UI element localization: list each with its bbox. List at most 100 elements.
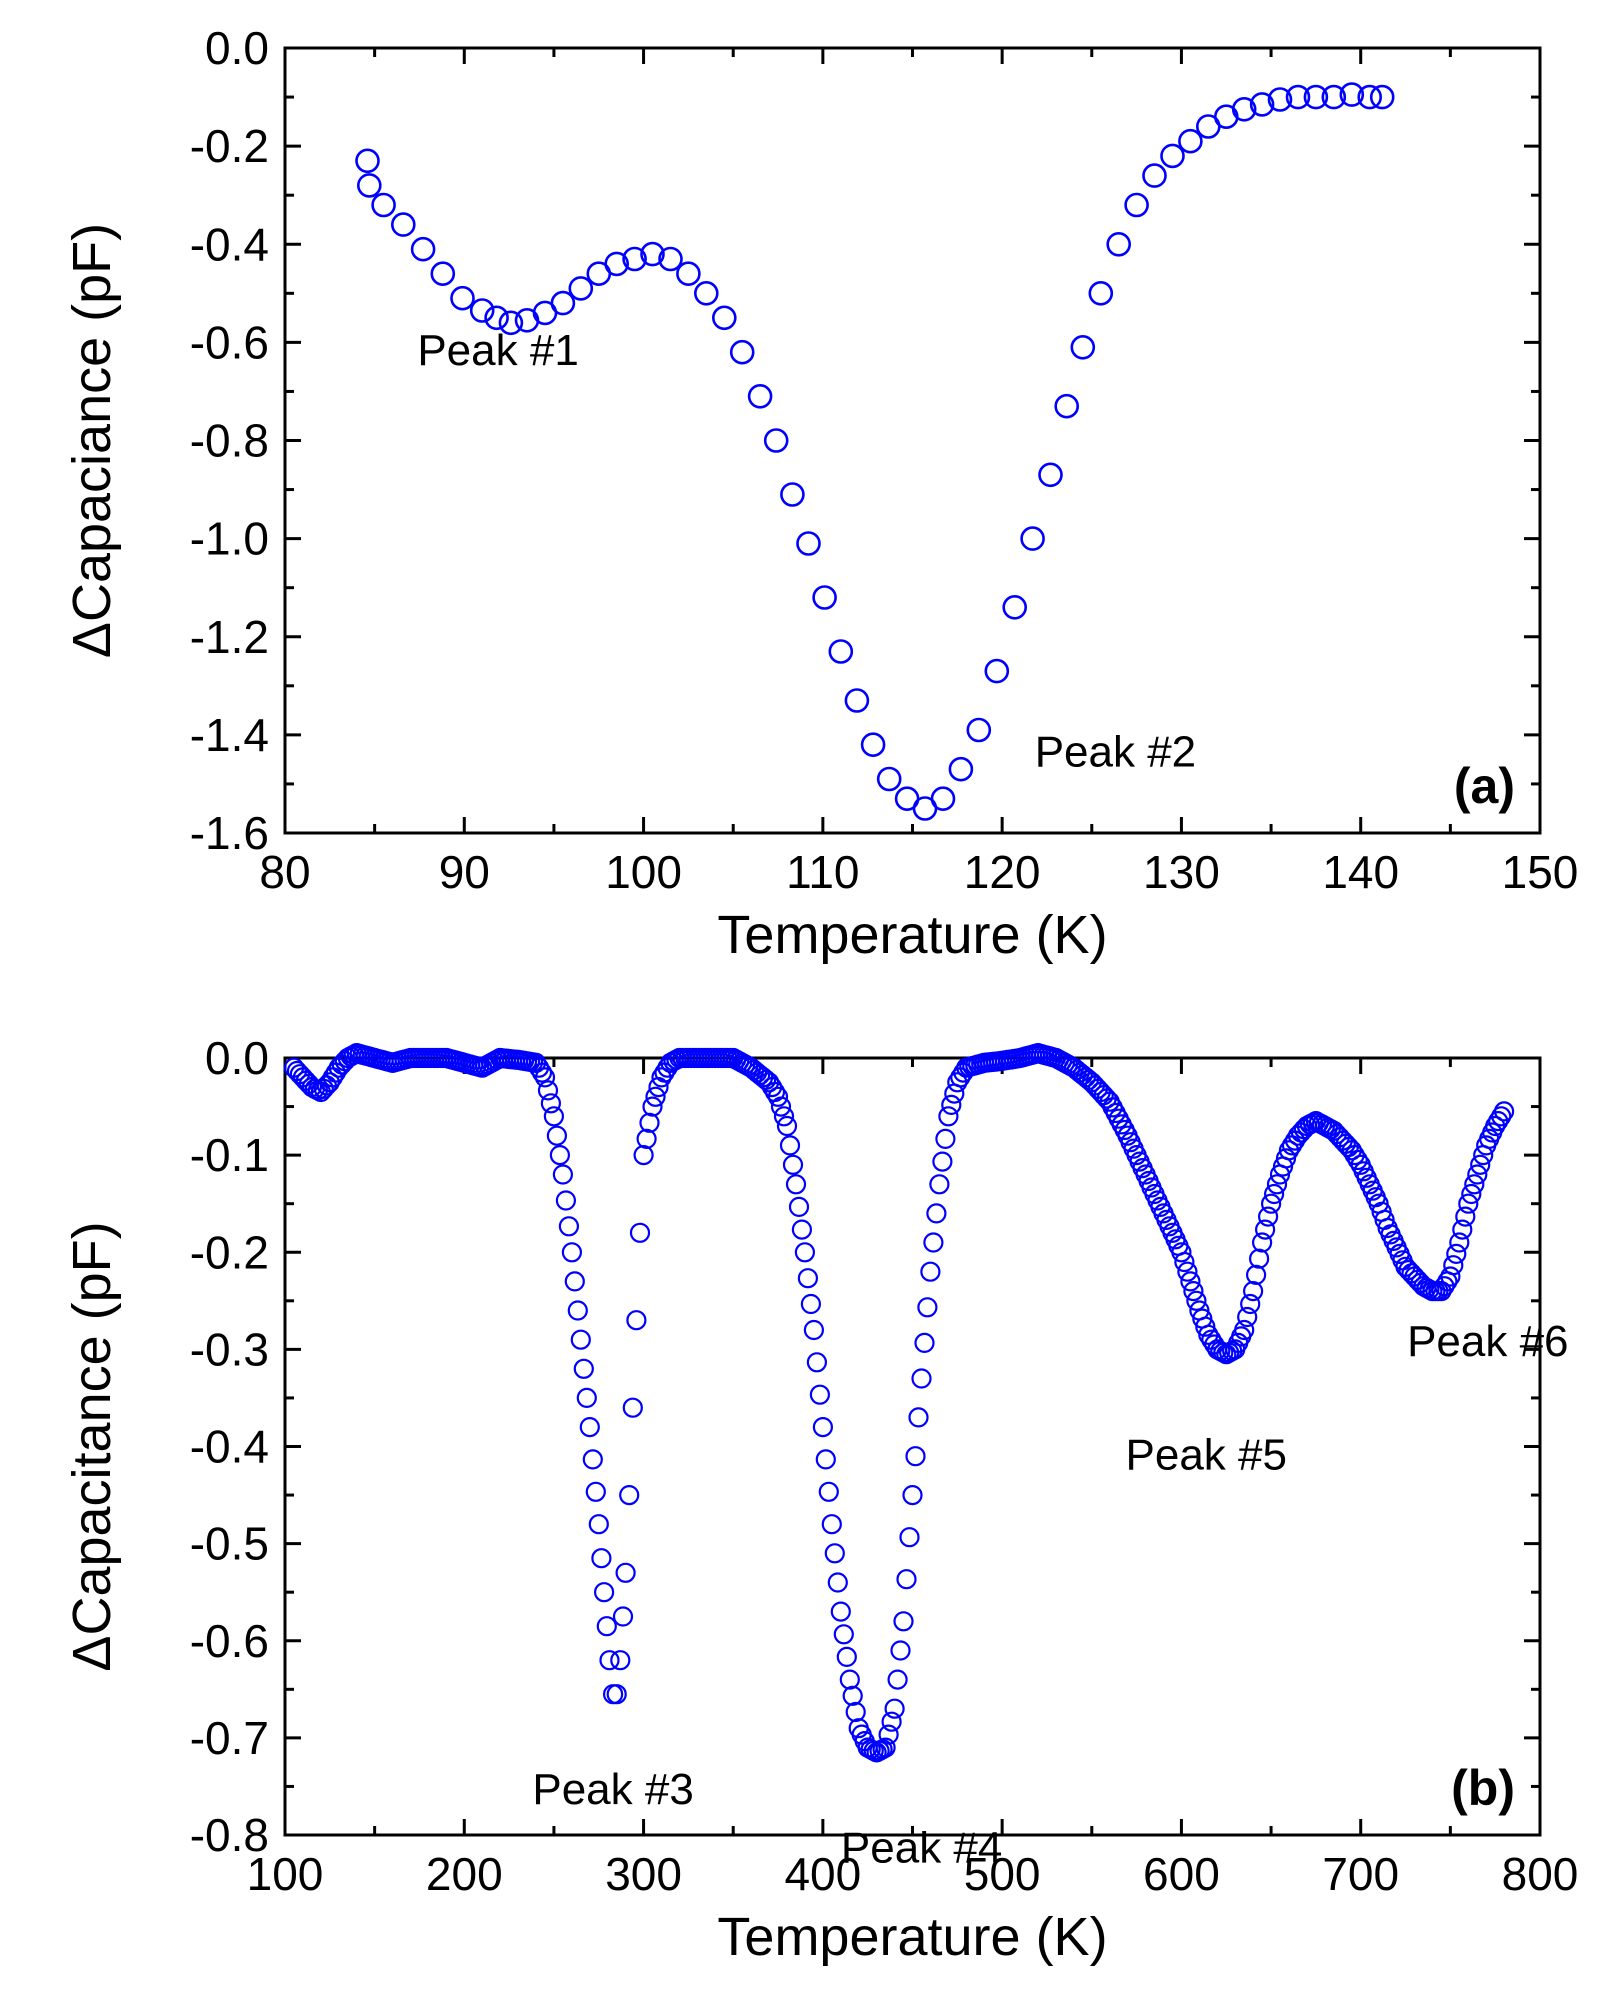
- data-point: [908, 1407, 929, 1428]
- data-point: [1467, 1164, 1488, 1185]
- y-tick-label: -0.8: [190, 415, 269, 467]
- y-tick-label: -0.1: [190, 1129, 269, 1181]
- peak-annotation: Peak #3: [532, 1765, 693, 1814]
- data-point: [827, 1572, 848, 1593]
- data-point: [626, 1310, 647, 1331]
- y-tick-label: -0.6: [190, 1615, 269, 1667]
- data-point: [552, 1164, 574, 1185]
- x-tick-label: 300: [605, 1848, 682, 1900]
- data-point: [430, 261, 456, 287]
- data-point: [780, 482, 805, 507]
- data-point: [558, 1216, 580, 1237]
- data-point: [938, 1106, 959, 1127]
- data-point: [1458, 1193, 1479, 1214]
- data-point: [839, 1669, 860, 1690]
- data-point: [1177, 1261, 1198, 1282]
- data-point: [947, 1072, 968, 1093]
- data-point: [1020, 526, 1045, 551]
- y-tick-label: -1.6: [190, 807, 269, 859]
- panel-a: 80 90 100 110 120 130 140 150 0.0 -0.2 -0.4 -0.6 -0.…: [62, 22, 1578, 965]
- data-point: [585, 1481, 606, 1502]
- x-tick-label: 150: [1502, 846, 1579, 898]
- data-point: [824, 1543, 845, 1564]
- y-tick-label: 0.0: [205, 22, 269, 74]
- data-point: [791, 1219, 813, 1240]
- data-point: [763, 428, 789, 453]
- data-point: [610, 1650, 631, 1671]
- data-point: [1178, 128, 1203, 154]
- data-point: [1347, 1149, 1368, 1171]
- data-point: [948, 756, 974, 782]
- data-point: [1234, 1319, 1255, 1341]
- data-point: [546, 1125, 568, 1146]
- data-point: [549, 1144, 571, 1166]
- data-point: [896, 1569, 917, 1590]
- data-point: [1266, 1174, 1288, 1195]
- x-tick-label: 140: [1322, 846, 1399, 898]
- data-point: [941, 1094, 962, 1116]
- data-point: [1251, 1232, 1273, 1253]
- y-axis-title: ΔCapaciance (pF): [62, 223, 122, 658]
- data-point: [1455, 1206, 1476, 1227]
- data-point: [821, 1514, 842, 1535]
- data-point: [588, 1514, 609, 1535]
- data-point: [573, 1358, 594, 1379]
- data-point: [1160, 143, 1185, 169]
- data-point: [576, 1387, 597, 1409]
- data-point: [550, 290, 576, 316]
- y-tick-label: -0.5: [190, 1518, 269, 1570]
- data-point: [1344, 1144, 1365, 1166]
- data-point: [450, 285, 475, 311]
- data-point: [812, 585, 837, 610]
- data-point: [543, 1106, 565, 1127]
- data-point: [770, 1096, 792, 1117]
- data-point: [803, 1319, 825, 1341]
- y-tick-label: -1.4: [190, 709, 269, 761]
- data-series: [355, 82, 1395, 821]
- x-tick-label: 800: [1502, 1848, 1579, 1900]
- data-point: [570, 1329, 591, 1350]
- data-point: [1339, 82, 1365, 107]
- data-point: [812, 1416, 834, 1438]
- data-point: [1485, 1115, 1506, 1137]
- data-point: [1491, 1106, 1512, 1127]
- y-tick-label: -1.2: [190, 611, 269, 663]
- x-tick-label: 200: [426, 1848, 503, 1900]
- y-tick-label: -0.2: [190, 1226, 269, 1278]
- data-point: [1452, 1219, 1473, 1240]
- data-point: [1038, 462, 1063, 488]
- data-point: [794, 1242, 816, 1263]
- data-point: [828, 639, 854, 664]
- data-point: [842, 1685, 863, 1706]
- x-tick-label: 100: [605, 846, 682, 898]
- data-point: [1302, 1112, 1324, 1133]
- data-point: [319, 1072, 340, 1093]
- data-point: [622, 246, 647, 272]
- data-point: [1260, 1193, 1282, 1214]
- data-point: [633, 1144, 654, 1166]
- data-point: [561, 1242, 583, 1263]
- data-point: [1488, 1110, 1509, 1132]
- data-point: [693, 280, 719, 306]
- y-tick-label: -0.4: [190, 1421, 269, 1473]
- data-point: [1357, 84, 1382, 110]
- data-point: [567, 1300, 588, 1321]
- data-point: [767, 1086, 789, 1107]
- data-point: [1321, 84, 1347, 110]
- data-point: [1231, 97, 1257, 122]
- data-point: [651, 1067, 672, 1088]
- data-point: [356, 173, 382, 198]
- data-point: [902, 1484, 923, 1506]
- data-point: [844, 688, 870, 713]
- data-point: [469, 298, 495, 323]
- data-point: [1174, 1251, 1195, 1273]
- data-point: [596, 1616, 617, 1637]
- data-point: [640, 241, 665, 267]
- data-point: [758, 1072, 780, 1093]
- data-point: [815, 1449, 836, 1470]
- data-point: [484, 305, 509, 331]
- data-point: [926, 1203, 947, 1224]
- data-point: [875, 1737, 896, 1758]
- data-point: [1198, 1324, 1219, 1345]
- data-point: [917, 1297, 938, 1318]
